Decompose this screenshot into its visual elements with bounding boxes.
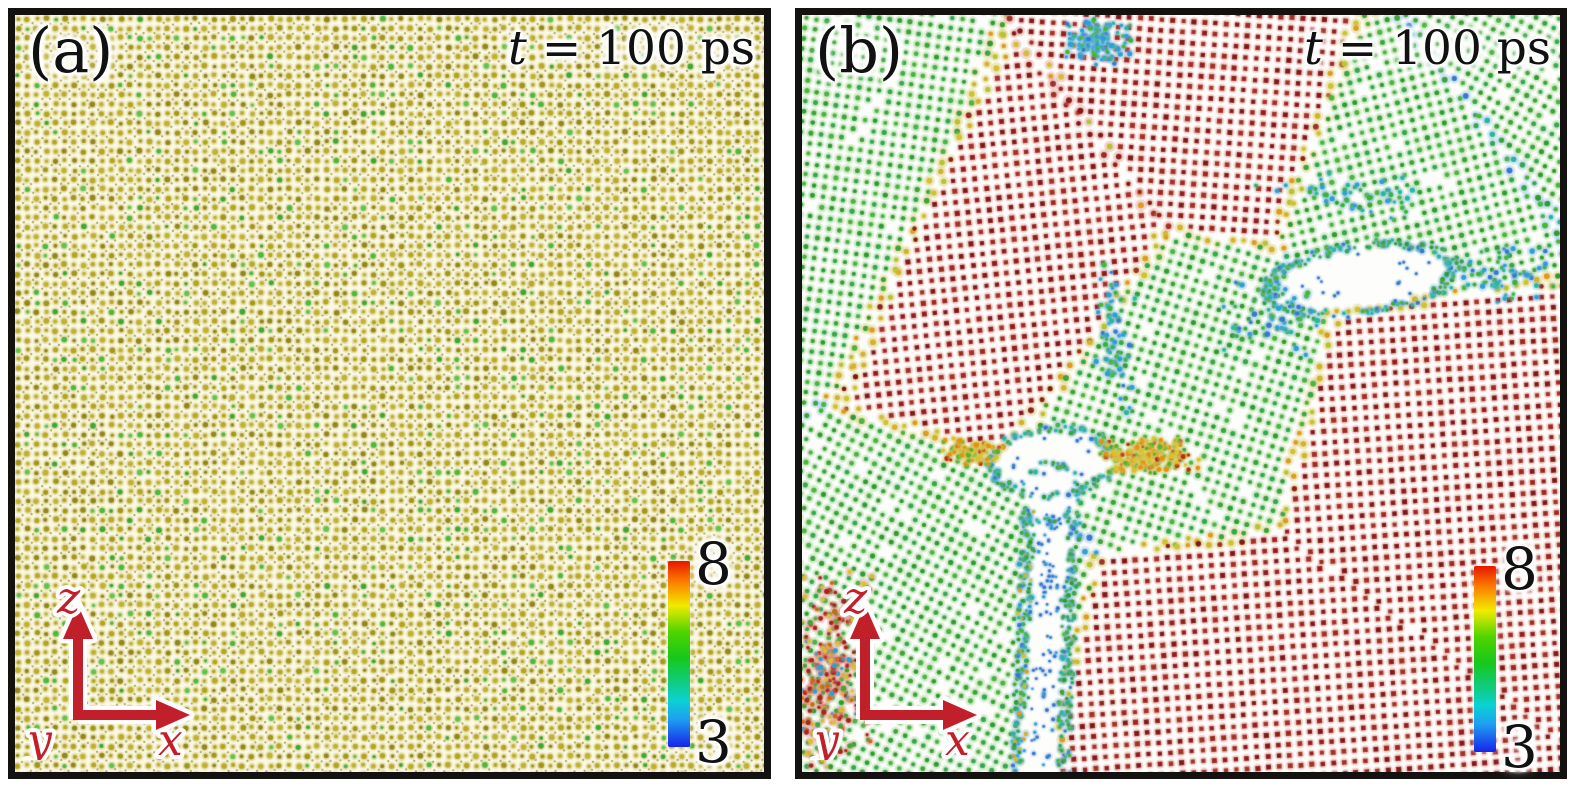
colorbar-b: 8 3 bbox=[1474, 540, 1538, 776]
axes-triad-a: z y x bbox=[23, 575, 195, 760]
colorbar-gradient-b bbox=[1474, 566, 1496, 752]
panel-a-label: (a) bbox=[28, 14, 114, 87]
panel-a: (a) t = 100 ps z y x 8 3 bbox=[8, 8, 771, 779]
axes-triad-b: z y x bbox=[810, 575, 982, 760]
time-variable: t bbox=[507, 21, 527, 76]
panel-b: (b) t = 100 ps z y x 8 3 bbox=[795, 8, 1567, 779]
y-axis-label: y bbox=[812, 715, 840, 760]
atom-field-a bbox=[15, 15, 764, 772]
z-axis-arrowhead bbox=[850, 605, 880, 639]
atom-field-b bbox=[802, 15, 1560, 772]
time-value: = 100 ps bbox=[1322, 21, 1551, 76]
panel-b-label: (b) bbox=[815, 14, 904, 87]
colorbar-gradient-a bbox=[668, 561, 690, 747]
z-axis-label: z bbox=[843, 575, 868, 624]
colorbar-min-label-b: 3 bbox=[1501, 713, 1538, 781]
time-label-a: t = 100 ps bbox=[508, 21, 755, 76]
y-axis-label: y bbox=[25, 715, 53, 760]
x-axis-arrowhead bbox=[943, 700, 977, 730]
time-label-b: t = 100 ps bbox=[1304, 21, 1551, 76]
colorbar-max-label-b: 8 bbox=[1501, 535, 1538, 603]
x-axis-arrowhead bbox=[156, 700, 190, 730]
colorbar-a: 8 3 bbox=[668, 535, 732, 771]
z-axis-label: z bbox=[56, 575, 81, 624]
colorbar-min-label-a: 3 bbox=[695, 708, 732, 776]
x-axis-label: x bbox=[158, 715, 183, 760]
x-axis-label: x bbox=[945, 715, 970, 760]
time-value: = 100 ps bbox=[526, 21, 755, 76]
colorbar-max-label-a: 8 bbox=[695, 530, 732, 598]
time-variable: t bbox=[1303, 21, 1323, 76]
z-axis-arrowhead bbox=[63, 605, 93, 639]
